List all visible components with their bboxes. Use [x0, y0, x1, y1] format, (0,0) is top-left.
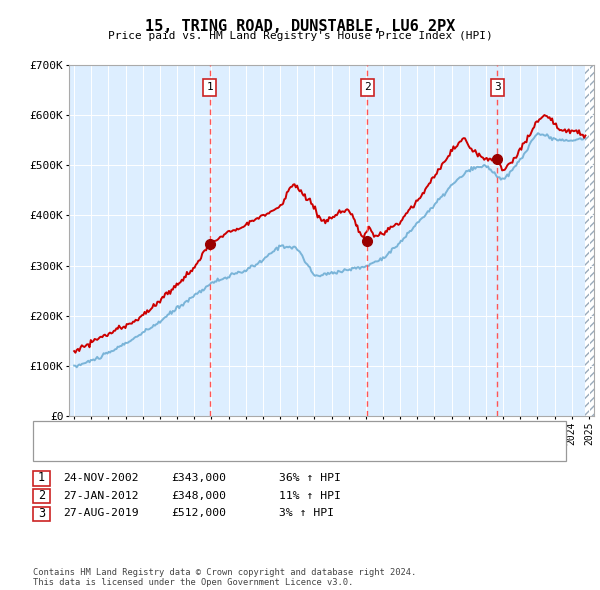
Text: £512,000: £512,000 [171, 509, 226, 518]
Text: This data is licensed under the Open Government Licence v3.0.: This data is licensed under the Open Gov… [33, 578, 353, 587]
Text: 3: 3 [38, 507, 45, 520]
Text: 1: 1 [38, 471, 45, 484]
Text: £343,000: £343,000 [171, 473, 226, 483]
Text: 2: 2 [38, 489, 45, 502]
Text: 11% ↑ HPI: 11% ↑ HPI [279, 491, 341, 500]
Text: 15, TRING ROAD, DUNSTABLE, LU6 2PX (detached house): 15, TRING ROAD, DUNSTABLE, LU6 2PX (deta… [89, 439, 395, 448]
Text: ———: ——— [51, 437, 74, 450]
Text: 3: 3 [494, 83, 500, 93]
Text: £348,000: £348,000 [171, 491, 226, 500]
Text: 27-AUG-2019: 27-AUG-2019 [63, 509, 139, 518]
Text: 3% ↑ HPI: 3% ↑ HPI [279, 509, 334, 518]
Text: Price paid vs. HM Land Registry's House Price Index (HPI): Price paid vs. HM Land Registry's House … [107, 31, 493, 41]
Text: Contains HM Land Registry data © Crown copyright and database right 2024.: Contains HM Land Registry data © Crown c… [33, 568, 416, 577]
Text: 36% ↑ HPI: 36% ↑ HPI [279, 473, 341, 483]
Text: 24-NOV-2002: 24-NOV-2002 [63, 473, 139, 483]
Text: HPI: Average price, detached house, Central Bedfordshire: HPI: Average price, detached house, Cent… [89, 450, 425, 459]
Text: 27-JAN-2012: 27-JAN-2012 [63, 491, 139, 500]
Text: 1: 1 [206, 83, 213, 93]
Text: ———: ——— [51, 448, 74, 461]
Text: 2: 2 [364, 83, 371, 93]
Text: 15, TRING ROAD, DUNSTABLE, LU6 2PX: 15, TRING ROAD, DUNSTABLE, LU6 2PX [145, 19, 455, 34]
